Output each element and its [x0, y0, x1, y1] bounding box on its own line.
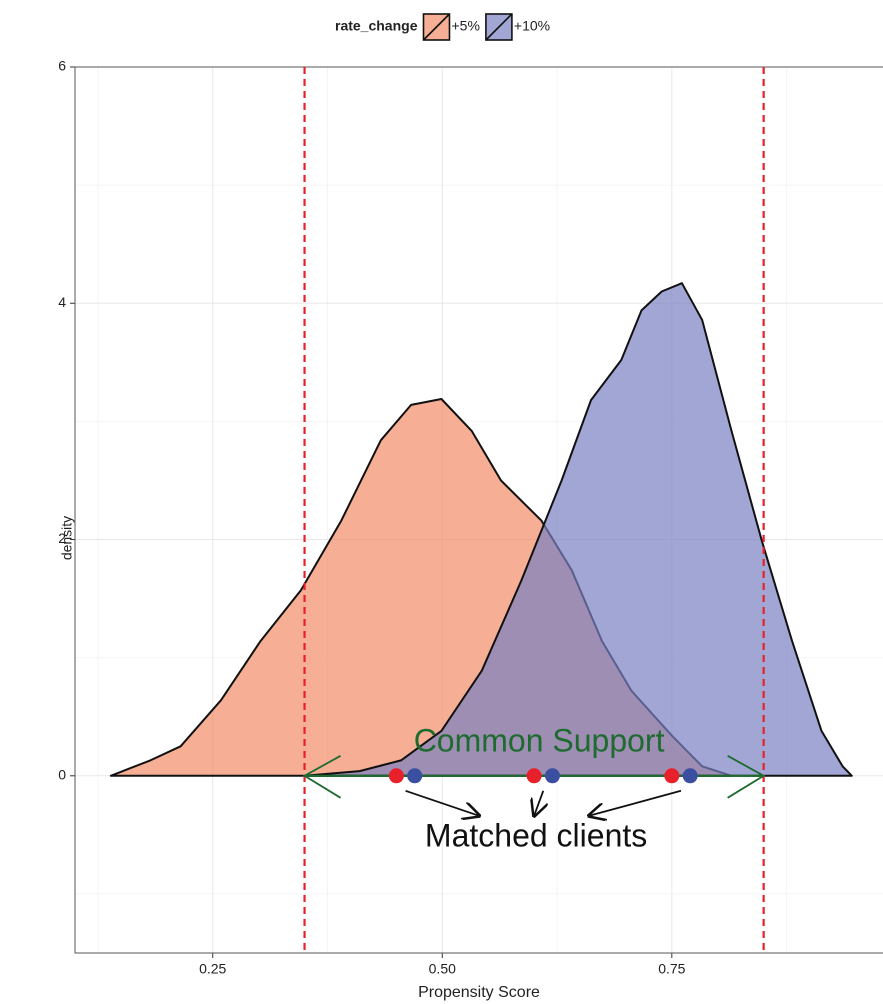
y-axis-label: density: [59, 516, 75, 560]
matched-arrow: [589, 789, 682, 816]
matched-point: [544, 768, 560, 784]
y-tick-label: 4: [58, 294, 66, 310]
x-axis-label: Propensity Score: [418, 984, 540, 1001]
x-tick-label: 0.75: [658, 961, 685, 977]
y-tick-label: 2: [58, 530, 66, 546]
matched-arrow: [405, 789, 480, 816]
legend-title: rate_change: [335, 18, 418, 34]
support-label: Common Support: [414, 722, 665, 758]
legend-key-slash: [485, 13, 513, 41]
matched-point: [664, 768, 680, 784]
x-tick-label: 0.25: [199, 961, 226, 977]
y-tick-label: 6: [58, 58, 66, 74]
matched-arrow: [534, 790, 543, 816]
support-arrowhead: [727, 755, 766, 799]
matched-point: [526, 768, 542, 784]
legend-key-slash: [422, 13, 451, 41]
y-tick-label: 0: [58, 767, 66, 783]
plot-frame: [74, 66, 883, 954]
x-tick-label: 0.50: [429, 961, 456, 977]
matched-point: [682, 768, 698, 784]
legend-label: +5%: [451, 18, 479, 34]
matched-point: [407, 768, 423, 784]
legend-label: +10%: [514, 18, 550, 34]
density-area: [303, 282, 853, 777]
matched-label: Matched clients: [425, 817, 647, 853]
matched-point: [388, 768, 404, 784]
support-arrowhead: [302, 755, 342, 799]
